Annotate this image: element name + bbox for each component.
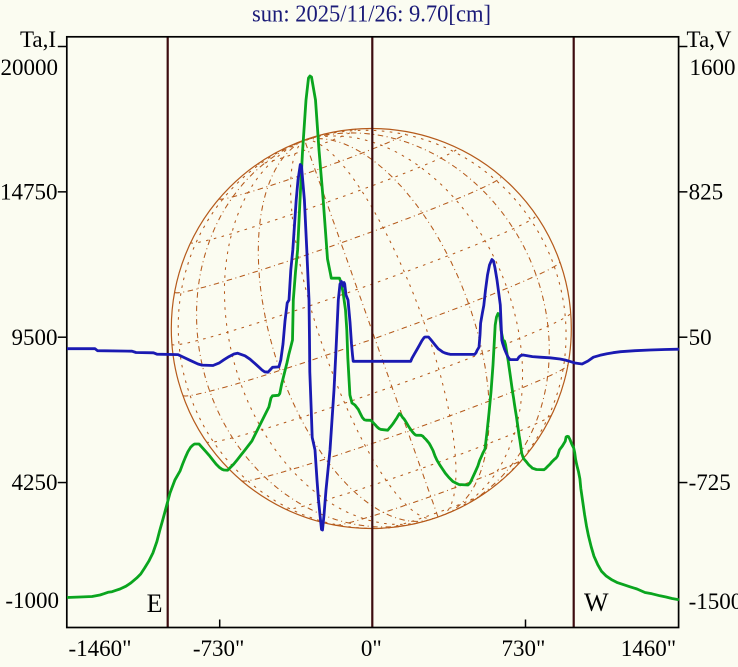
svg-text:Ta,I: Ta,I bbox=[20, 27, 56, 52]
svg-text:-1460": -1460" bbox=[68, 636, 131, 661]
svg-text:W: W bbox=[584, 588, 609, 617]
svg-text:-1000: -1000 bbox=[5, 588, 59, 613]
svg-text:9500: 9500 bbox=[12, 325, 58, 350]
svg-text:-730": -730" bbox=[193, 636, 245, 661]
svg-text:730": 730" bbox=[502, 636, 546, 661]
svg-text:825: 825 bbox=[689, 180, 724, 205]
svg-text:E: E bbox=[147, 589, 163, 618]
svg-text:4250: 4250 bbox=[12, 470, 58, 495]
svg-text:-1500: -1500 bbox=[689, 589, 738, 614]
svg-text:-725: -725 bbox=[689, 470, 731, 495]
svg-text:50: 50 bbox=[689, 325, 712, 350]
svg-text:sun: 2025/11/26: 9.70[cm]: sun: 2025/11/26: 9.70[cm] bbox=[252, 2, 491, 28]
svg-text:0": 0" bbox=[361, 636, 382, 661]
svg-text:Ta,V: Ta,V bbox=[687, 27, 732, 52]
svg-text:20000: 20000 bbox=[1, 55, 59, 80]
svg-text:1600: 1600 bbox=[690, 55, 736, 80]
svg-text:14750: 14750 bbox=[0, 180, 58, 205]
svg-text:1460": 1460" bbox=[621, 636, 676, 661]
